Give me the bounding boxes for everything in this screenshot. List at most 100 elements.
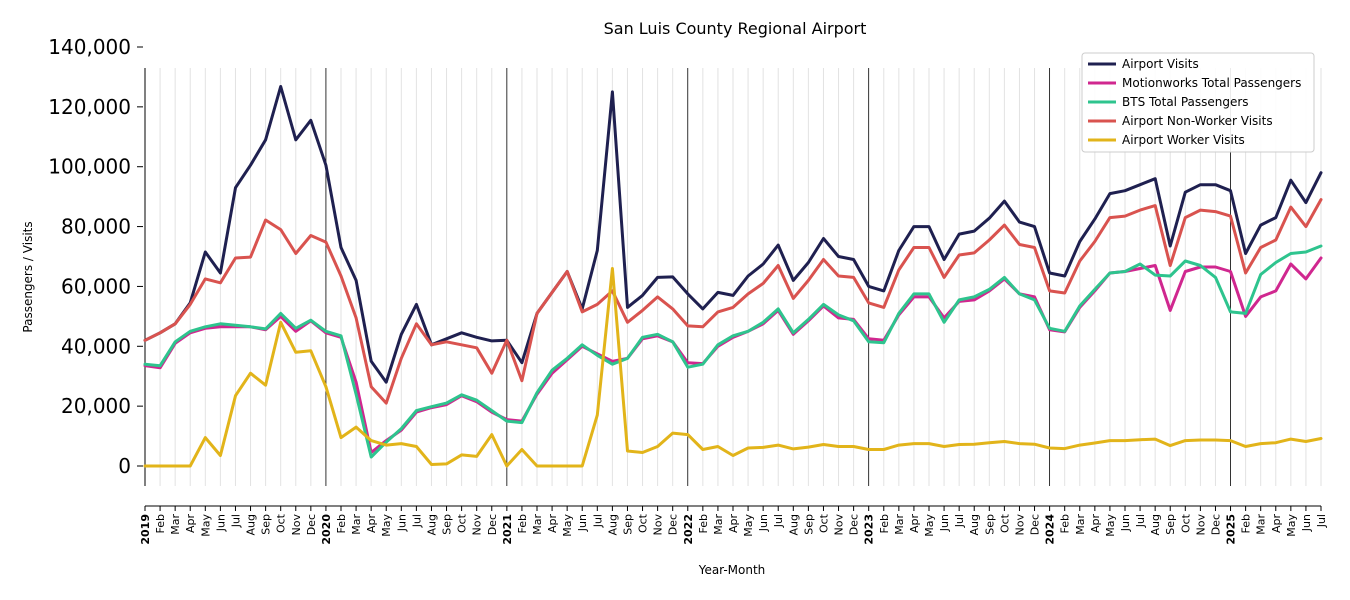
x-tick-label: Mar [1255,514,1268,535]
x-tick-label: Oct [275,513,288,533]
x-tick-label: Jun [395,514,408,532]
legend-label: Airport Non-Worker Visits [1122,114,1273,128]
x-tick-label: Oct [456,513,469,533]
x-tick-label: Nov [833,514,846,536]
y-tick-label: 0 [118,454,131,478]
legend: Airport Visits Motionworks Total Passenge… [1081,52,1315,153]
x-tick-label: Feb [1059,514,1072,533]
x-tick-label: Aug [968,514,981,535]
y-tick-label: 100,000 [48,155,131,179]
legend-label: BTS Total Passengers [1122,95,1249,109]
y-tick-label: 60,000 [61,274,131,298]
x-tick-label: 2019 [139,514,152,545]
x-tick-label: Jul [1315,514,1328,528]
x-axis-label: Year-Month [698,563,766,577]
x-tick-label: Feb [878,514,891,533]
x-tick-label: Mar [169,514,182,535]
series-line-1 [143,85,1323,384]
x-tick-label: 2021 [501,514,514,545]
series-line-4 [143,198,1323,405]
x-tick-label: 2024 [1044,514,1057,545]
x-tick-label: Mar [712,514,725,535]
x-tick-label: Dec [486,514,499,535]
x-tick-label: Nov [1194,514,1207,536]
x-tick-label: Apr [184,514,197,534]
x-tick-label: Mar [531,514,544,535]
x-tick-label: Feb [1240,514,1253,533]
x-tick-label: Aug [606,514,619,535]
x-tick-label: Aug [245,514,258,535]
x-tick-label: Nov [1013,514,1026,536]
legend-label: Airport Worker Visits [1122,133,1245,147]
y-tick-label: 40,000 [61,334,131,358]
x-tick-label: Jun [576,514,589,532]
x-tick-label: Nov [290,514,303,536]
x-tick-label: May [1104,514,1117,537]
x-tick-label: Jun [938,514,951,532]
x-tick-label: Aug [425,514,438,535]
x-tick-label: Nov [471,514,484,536]
x-tick-label: Apr [727,514,740,534]
chart-title: San Luis County Regional Airport [604,19,867,38]
legend-box [1081,52,1315,153]
x-tick-label: Feb [335,514,348,533]
x-tick-label: May [561,514,574,537]
x-tick-label: Apr [546,514,559,534]
x-tick-label: May [1285,514,1298,537]
x-tick-label: 2020 [320,514,333,545]
x-tick-label: Mar [893,514,906,535]
x-tick-label: Jul [229,514,242,528]
x-tick-label: Jul [591,514,604,528]
x-tick-label: 2023 [863,514,876,545]
x-tick-label: Oct [637,513,650,533]
x-tick-label: Mar [1074,514,1087,535]
x-tick-label: Jul [1134,514,1147,528]
x-tick-label: Sep [621,514,634,535]
x-tick-label: Jul [410,514,423,528]
y-tick-label: 20,000 [61,394,131,418]
x-tick-label: May [923,514,936,537]
y-axis-label: Passengers / Visits [21,221,35,332]
x-tick-label: Apr [1089,514,1102,534]
x-tick-label: Feb [697,514,710,533]
x-tick-label: Aug [787,514,800,535]
series-line-5 [143,267,1323,468]
y-tick-label: 80,000 [61,215,131,239]
x-tick-label: Oct [817,513,830,533]
x-tick-label: Sep [802,514,815,535]
y-tick-label: 140,000 [48,35,131,59]
x-tick-label: Jul [772,514,785,528]
x-tick-label: Apr [908,514,921,534]
x-tick-label: Jul [953,514,966,528]
series-line-3 [143,244,1323,459]
x-tick-label: Sep [441,514,454,535]
x-tick-label: Feb [516,514,529,533]
x-tick-label: Jun [1300,514,1313,532]
x-tick-label: Feb [154,514,167,533]
x-tick-label: Mar [350,514,363,535]
x-tick-label: Aug [1149,514,1162,535]
series-group [143,85,1323,468]
x-tick-label: Dec [1029,514,1042,535]
x-tick-label: Oct [1179,513,1192,533]
x-tick-label: Dec [1209,514,1222,535]
x-tick-label: 2022 [682,514,695,545]
x-tick-label: Apr [365,514,378,534]
x-tick-label: Jun [1119,514,1132,532]
x-tick-label: Dec [305,514,318,535]
legend-label: Airport Visits [1122,57,1199,71]
x-tick-label: Jun [757,514,770,532]
x-tick-label: Jun [214,514,227,532]
x-tick-label: Sep [1164,514,1177,535]
x-tick-label: 2025 [1225,514,1238,545]
x-tick-label: May [742,514,755,537]
x-tick-label: May [380,514,393,537]
x-tick-label: Sep [260,514,273,535]
x-tick-label: Dec [667,514,680,535]
x-tick-label: Sep [983,514,996,535]
x-tick-label: May [199,514,212,537]
x-tick-label: Dec [848,514,861,535]
x-tick-label: Oct [998,513,1011,533]
x-tick-label: Nov [652,514,665,536]
